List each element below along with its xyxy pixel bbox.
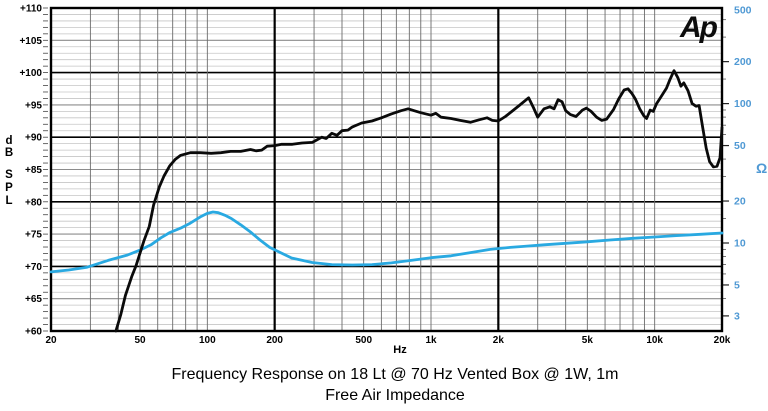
axis-labels: +110 +105 +100 +95 +90 +85 +80 +75 +70 +65 +60 dBSP… [5,4,752,347]
frequency-response-chart: +110 +105 +100 +95 +90 +85 +80 +75 +70 +65 +60 dBSP… [5,4,767,357]
x-axis-tick-label: 5k [582,335,594,346]
right-axis-tick-label: 50 [734,140,746,152]
right-axis-tick-label: 3 [734,310,740,322]
left-axis-tick-label: +110 [20,4,42,15]
x-axis-tick-label: 100 [199,335,216,346]
left-axis-tick-label: +60 [25,327,42,338]
left-axis-tick-label: +95 [25,100,42,111]
spl-curve [114,69,724,333]
x-axis-tick-label: 20k [714,335,731,346]
chart-caption: Frequency Response on 18 Lt @ 70 Hz Vent… [22,364,768,406]
x-axis-tick-label: 500 [355,335,372,346]
left-axis-tick-label: +100 [19,68,42,79]
x-axis-tick-label: 20 [45,335,57,346]
impedance-curve [49,210,724,274]
left-axis-tick-label: +90 [25,133,42,144]
left-axis-tick-label: +105 [19,36,42,47]
left-axis-unit-letter: S [5,169,13,181]
right-axis-tick-label: 200 [734,56,752,68]
left-axis-tick-label: +85 [25,165,42,176]
x-axis-tick-label: 1k [425,335,437,346]
caption-line-1: Frequency Response on 18 Lt @ 70 Hz Vent… [171,366,619,383]
right-axis-unit-label: Ω [756,160,767,176]
left-axis-unit-letter: d [5,135,12,147]
grid-lines [51,8,722,331]
left-axis-tick-label: +65 [25,294,42,305]
left-axis-unit-letter: B [5,147,13,159]
left-axis-tick-label: +75 [25,230,42,241]
axis-ticks [43,7,729,332]
right-axis-tick-label: 100 [734,98,752,110]
right-axis-tick-label: 500 [734,5,752,17]
x-axis-tick-label: 50 [134,335,146,346]
x-axis-tick-label: 2k [493,335,505,346]
right-axis-tick-label: 5 [734,279,740,291]
x-axis-tick-label: 10k [646,335,663,346]
right-axis-tick-label: 10 [734,238,746,250]
ap-logo: Ap [679,11,718,44]
left-axis-tick-label: +70 [25,262,42,273]
caption-line-2: Free Air Impedance [325,387,465,404]
plot-border [49,6,724,333]
measurement-curves [49,69,724,333]
left-axis-unit-letter: P [5,182,13,194]
left-axis-unit-letter: L [5,195,12,207]
left-axis-tick-label: +80 [25,197,42,208]
x-axis-tick-label: 200 [266,335,283,346]
right-axis-tick-label: 20 [734,196,746,208]
x-axis-unit-label: Hz [393,344,407,356]
